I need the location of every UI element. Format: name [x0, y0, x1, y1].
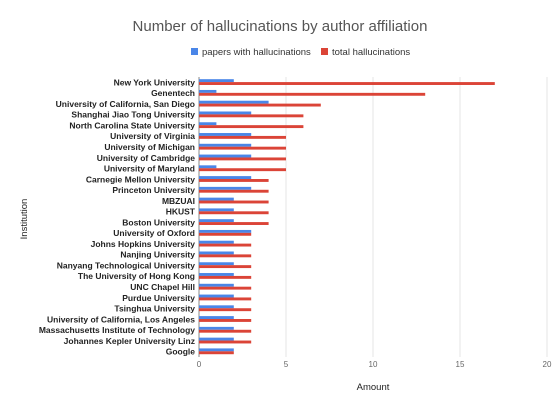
bar-papers-with-hallucinations-university-of-oxford	[199, 229, 252, 233]
category-label-nanjing-university: Nanjing University	[120, 250, 195, 260]
bar-total-hallucinations-google	[199, 351, 234, 355]
category-label-north-carolina-state-university: North Carolina State University	[69, 120, 195, 130]
bar-papers-with-hallucinations-university-of-virginia	[199, 133, 252, 136]
bar-papers-with-hallucinations-mbzuai	[199, 197, 234, 201]
bar-papers-with-hallucinations-university-of-maryland	[199, 165, 217, 169]
legend: papers with hallucinations total halluci…	[191, 47, 410, 58]
bar-papers-with-hallucinations-hkust	[199, 208, 234, 212]
bar-total-hallucinations-university-of-virginia	[199, 135, 286, 139]
bar-papers-with-hallucinations-johns-hopkins-university	[199, 240, 234, 244]
bar-total-hallucinations-boston-university	[199, 222, 269, 225]
bar-total-hallucinations-hkust	[199, 211, 269, 215]
category-label-hkust: HKUST	[166, 207, 196, 217]
bar-total-hallucinations-new-york-university	[199, 82, 495, 85]
category-label-the-university-of-hong-kong: The University of Hong Kong	[78, 271, 195, 281]
bar-total-hallucinations-nanjing-university	[199, 254, 252, 258]
x-tick-label-20: 20	[543, 360, 552, 369]
x-axis-ticks: 0 5 10 15 20	[197, 360, 552, 369]
bar-total-hallucinations-johannes-kepler-university-linz	[199, 340, 252, 344]
category-label-university-of-maryland: University of Maryland	[104, 164, 195, 174]
bar-papers-with-hallucinations-shanghai-jiao-tong-university	[199, 111, 252, 115]
bar-papers-with-hallucinations-massachusetts-institute-of-technology	[199, 326, 234, 330]
bar-papers-with-hallucinations-the-university-of-hong-kong	[199, 273, 234, 276]
category-label-nanyang-technological-university: Nanyang Technological University	[57, 260, 196, 270]
bar-total-hallucinations-north-carolina-state-university	[199, 125, 304, 129]
category-label-tsinghua-university: Tsinghua University	[114, 304, 195, 314]
bar-total-hallucinations-johns-hopkins-university	[199, 243, 252, 247]
bar-total-hallucinations-princeton-university	[199, 189, 269, 193]
bar-total-hallucinations-university-of-maryland	[199, 168, 286, 172]
bar-papers-with-hallucinations-purdue-university	[199, 294, 234, 298]
bar-total-hallucinations-the-university-of-hong-kong	[199, 275, 252, 279]
bar-papers-with-hallucinations-genentech	[199, 89, 217, 93]
bar-papers-with-hallucinations-google	[199, 348, 234, 352]
bar-papers-with-hallucinations-university-of-michigan	[199, 143, 252, 147]
category-label-princeton-university: Princeton University	[112, 185, 195, 195]
category-label-university-of-michigan: University of Michigan	[104, 142, 195, 152]
bar-total-hallucinations-university-of-california-san-diego	[199, 103, 321, 107]
category-label-mbzuai: MBZUAI	[162, 196, 195, 206]
bar-papers-with-hallucinations-unc-chapel-hill	[199, 283, 234, 287]
category-label-google: Google	[166, 347, 196, 357]
bar-total-hallucinations-university-of-cambridge	[199, 157, 286, 161]
category-label-university-of-oxford: University of Oxford	[113, 228, 195, 238]
legend-label-papers-with-hallucinations: papers with hallucinations	[202, 47, 311, 58]
bar-total-hallucinations-massachusetts-institute-of-technology	[199, 329, 252, 333]
bar-papers-with-hallucinations-university-of-california-san-diego	[199, 100, 269, 104]
category-label-university-of-california-los-angeles: University of California, Los Angeles	[47, 314, 195, 324]
bar-total-hallucinations-university-of-michigan	[199, 146, 286, 150]
category-label-johannes-kepler-university-linz: Johannes Kepler University Linz	[64, 336, 195, 346]
bar-total-hallucinations-shanghai-jiao-tong-university	[199, 114, 304, 118]
x-tick-label-0: 0	[197, 360, 202, 369]
category-label-genentech: Genentech	[151, 88, 195, 98]
category-label-purdue-university: Purdue University	[122, 293, 195, 303]
bar-papers-with-hallucinations-nanjing-university	[199, 251, 234, 255]
category-label-unc-chapel-hill: UNC Chapel Hill	[130, 282, 195, 292]
bar-papers-with-hallucinations-nanyang-technological-university	[199, 262, 234, 266]
bar-papers-with-hallucinations-carnegie-mellon-university	[199, 176, 252, 180]
bar-total-hallucinations-mbzuai	[199, 200, 269, 204]
bar-total-hallucinations-unc-chapel-hill	[199, 286, 252, 290]
category-label-university-of-virginia: University of Virginia	[110, 131, 195, 141]
bar-total-hallucinations-carnegie-mellon-university	[199, 179, 269, 182]
bars	[199, 79, 495, 355]
bar-total-hallucinations-purdue-university	[199, 297, 252, 301]
category-label-university-of-cambridge: University of Cambridge	[97, 153, 196, 163]
category-label-massachusetts-institute-of-technology: Massachusetts Institute of Technology	[39, 325, 195, 335]
category-label-johns-hopkins-university: Johns Hopkins University	[91, 239, 196, 249]
bar-total-hallucinations-nanyang-technological-university	[199, 265, 252, 269]
legend-swatch-papers-with-hallucinations	[191, 48, 198, 55]
legend-label-total-hallucinations: total hallucinations	[332, 47, 410, 58]
category-label-university-of-california-san-diego: University of California, San Diego	[56, 99, 195, 109]
bar-total-hallucinations-university-of-oxford	[199, 232, 252, 236]
bar-papers-with-hallucinations-university-of-california-los-angeles	[199, 316, 234, 320]
bar-total-hallucinations-university-of-california-los-angeles	[199, 319, 252, 322]
x-tick-label-10: 10	[369, 360, 378, 369]
category-label-shanghai-jiao-tong-university: Shanghai Jiao Tong University	[71, 110, 195, 120]
category-label-carnegie-mellon-university: Carnegie Mellon University	[86, 174, 195, 184]
y-axis-title: Institution	[19, 199, 30, 240]
bar-papers-with-hallucinations-princeton-university	[199, 186, 252, 190]
x-tick-label-15: 15	[456, 360, 465, 369]
legend-swatch-total-hallucinations	[321, 48, 328, 55]
category-label-new-york-university: New York University	[114, 77, 196, 87]
chart-title: Number of hallucinations by author affil…	[133, 18, 428, 35]
bar-papers-with-hallucinations-north-carolina-state-university	[199, 122, 217, 126]
gridlines	[198, 77, 548, 357]
category-label-boston-university: Boston University	[122, 217, 195, 227]
x-axis-title: Amount	[357, 382, 390, 393]
x-tick-label-5: 5	[284, 360, 289, 369]
bar-papers-with-hallucinations-johannes-kepler-university-linz	[199, 337, 234, 341]
bar-papers-with-hallucinations-university-of-cambridge	[199, 154, 252, 158]
bar-papers-with-hallucinations-tsinghua-university	[199, 305, 234, 309]
bar-papers-with-hallucinations-new-york-university	[199, 79, 234, 83]
bar-total-hallucinations-tsinghua-university	[199, 308, 252, 312]
bar-total-hallucinations-genentech	[199, 92, 426, 96]
bar-papers-with-hallucinations-boston-university	[199, 219, 234, 223]
